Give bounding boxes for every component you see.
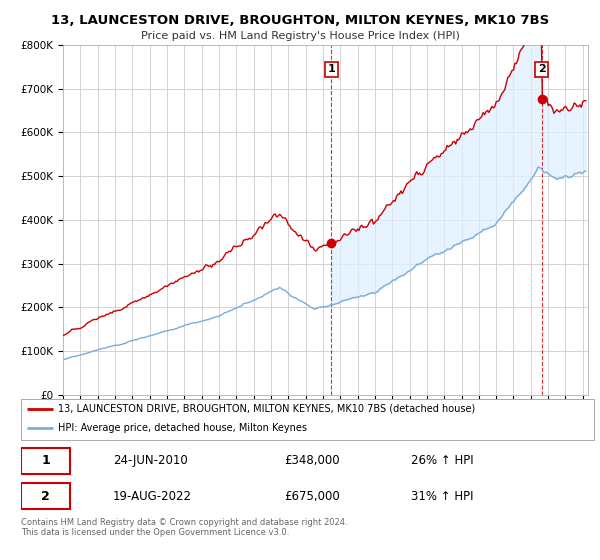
- Text: 31% ↑ HPI: 31% ↑ HPI: [410, 489, 473, 503]
- FancyBboxPatch shape: [21, 483, 70, 510]
- Text: 1: 1: [328, 64, 335, 74]
- Text: 13, LAUNCESTON DRIVE, BROUGHTON, MILTON KEYNES, MK10 7BS (detached house): 13, LAUNCESTON DRIVE, BROUGHTON, MILTON …: [58, 404, 475, 413]
- Text: 13, LAUNCESTON DRIVE, BROUGHTON, MILTON KEYNES, MK10 7BS: 13, LAUNCESTON DRIVE, BROUGHTON, MILTON …: [51, 14, 549, 27]
- Text: 26% ↑ HPI: 26% ↑ HPI: [410, 454, 473, 468]
- Text: £675,000: £675,000: [284, 489, 340, 503]
- Text: 2: 2: [538, 64, 545, 74]
- Text: 24-JUN-2010: 24-JUN-2010: [113, 454, 187, 468]
- Text: 19-AUG-2022: 19-AUG-2022: [113, 489, 191, 503]
- Text: Contains HM Land Registry data © Crown copyright and database right 2024.
This d: Contains HM Land Registry data © Crown c…: [21, 518, 347, 538]
- FancyBboxPatch shape: [21, 447, 70, 474]
- Text: Price paid vs. HM Land Registry's House Price Index (HPI): Price paid vs. HM Land Registry's House …: [140, 31, 460, 41]
- Text: 2: 2: [41, 489, 50, 503]
- Text: £348,000: £348,000: [284, 454, 340, 468]
- Text: 1: 1: [41, 454, 50, 468]
- Text: HPI: Average price, detached house, Milton Keynes: HPI: Average price, detached house, Milt…: [58, 423, 307, 433]
